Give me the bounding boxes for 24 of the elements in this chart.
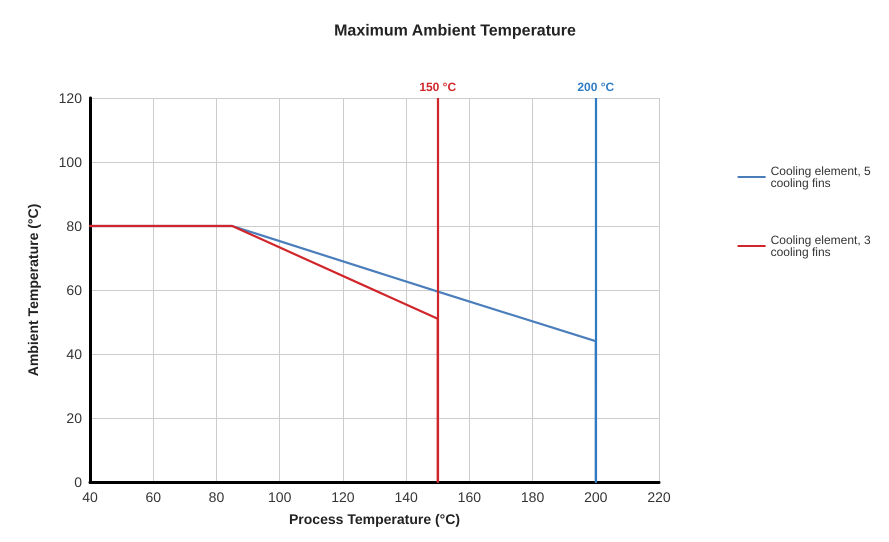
y-tick-label: 60 [66, 282, 82, 298]
x-tick-label: 140 [394, 489, 418, 505]
x-tick-label: 160 [458, 489, 482, 505]
x-tick-label: 120 [331, 489, 355, 505]
y-tick-label: 20 [66, 410, 82, 426]
chart-title: Maximum Ambient Temperature [334, 22, 576, 40]
ref-line-label: 150 °C [419, 80, 456, 94]
x-axis-title: Process Temperature (°C) [288, 511, 460, 527]
y-axis-title: Ambient Temperature (°C) [25, 204, 41, 376]
x-tick-label: 220 [647, 489, 671, 505]
x-tick-label: 60 [145, 489, 162, 505]
legend-label: Cooling element, 5 cooling fins [770, 164, 874, 190]
x-tick-label: 180 [520, 489, 544, 505]
y-tick-label: 0 [74, 474, 82, 490]
x-tick-label: 100 [268, 489, 292, 505]
y-tick-label: 80 [66, 218, 82, 234]
y-tick-label: 120 [58, 90, 82, 106]
x-tick-label: 200 [584, 489, 608, 505]
x-tick-label: 40 [82, 489, 98, 505]
y-tick-label: 40 [66, 346, 82, 362]
legend-label: Cooling element, 3 cooling fins [770, 233, 874, 259]
y-tick-label: 100 [58, 154, 82, 170]
x-tick-label: 80 [208, 489, 224, 505]
ref-line-label: 200 °C [577, 80, 615, 94]
